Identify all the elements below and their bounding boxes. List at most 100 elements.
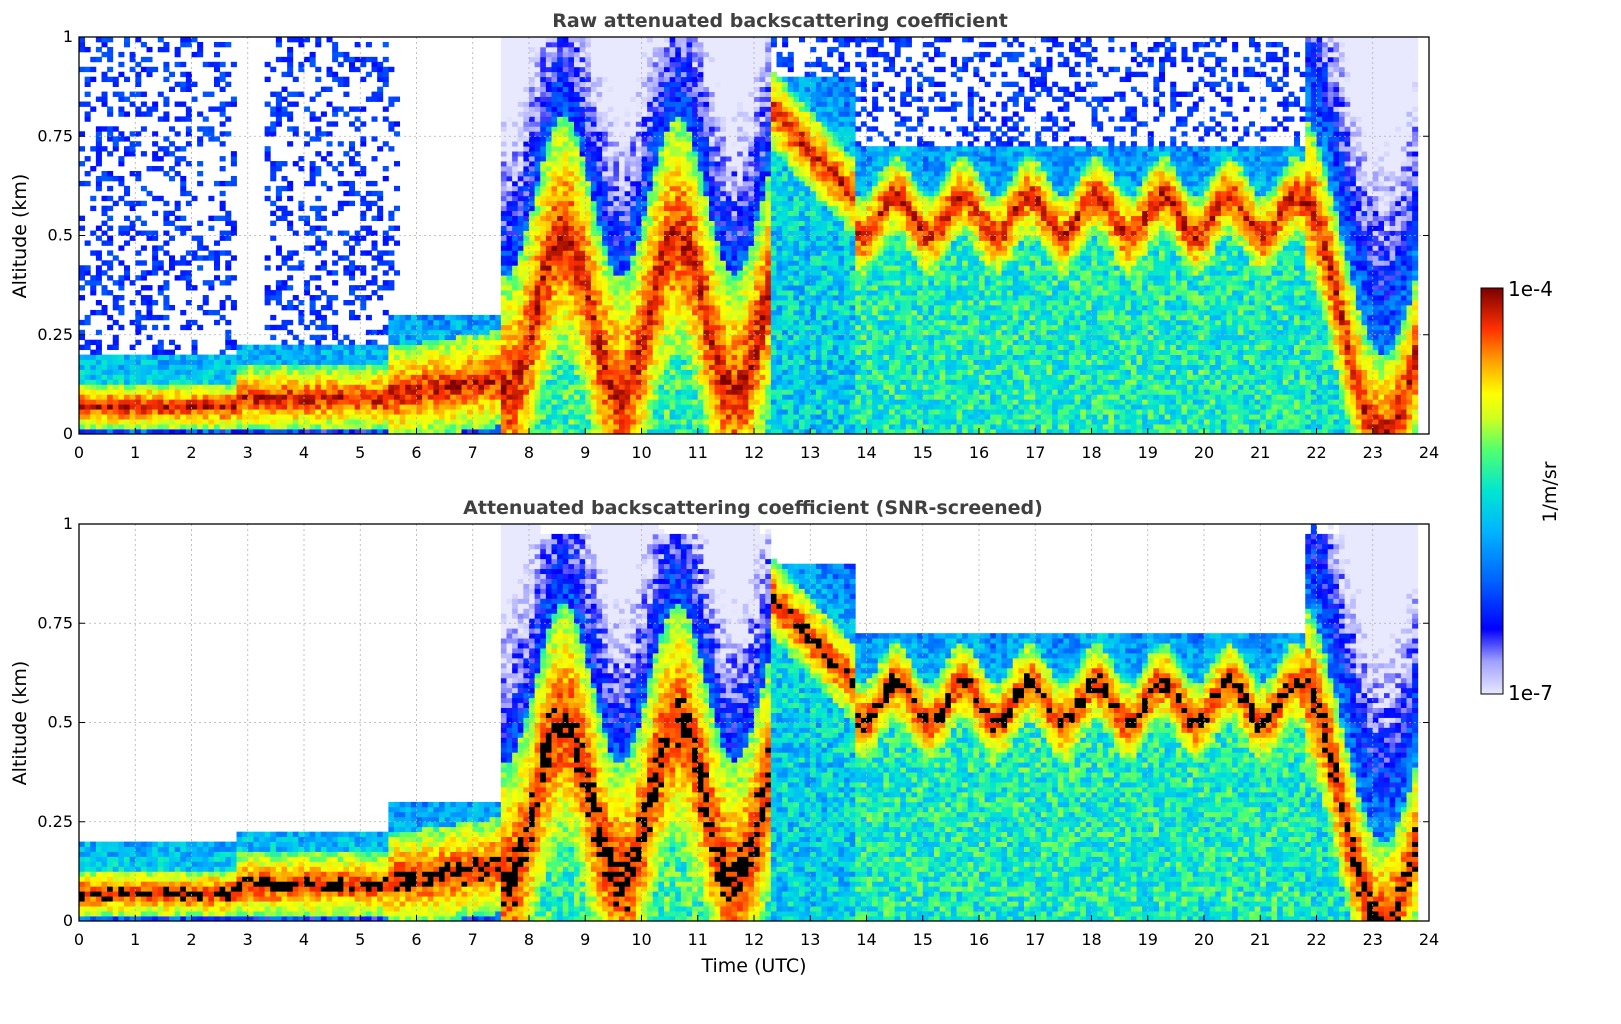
heatmap-cell: [237, 355, 243, 360]
heatmap-cell: [175, 394, 181, 399]
heatmap-cell: [96, 399, 102, 404]
heatmap-cell: [141, 300, 147, 305]
heatmap-cell: [186, 260, 192, 265]
heatmap-cell: [158, 116, 164, 121]
heatmap-cell: [197, 360, 203, 365]
heatmap-cell: [225, 250, 231, 255]
heatmap-cell: [158, 369, 164, 374]
heatmap-cell: [107, 360, 113, 365]
heatmap-cell: [113, 365, 119, 370]
heatmap-cell: [237, 419, 243, 424]
heatmap-cell: [90, 414, 96, 419]
heatmap-cell: [113, 399, 119, 404]
heatmap-cell: [85, 171, 91, 176]
heatmap-cell: [180, 255, 186, 260]
heatmap-cell: [197, 424, 203, 429]
heatmap-cell: [79, 265, 85, 270]
heatmap-cell: [79, 369, 85, 374]
heatmap-cell: [186, 141, 192, 146]
heatmap-cell: [186, 394, 192, 399]
heatmap-cell: [135, 141, 141, 146]
heatmap-cell: [118, 360, 124, 365]
heatmap-cell: [163, 151, 169, 156]
heatmap-cell: [208, 394, 214, 399]
heatmap-cell: [208, 62, 214, 67]
heatmap-cell: [90, 77, 96, 82]
heatmap-cell: [118, 62, 124, 67]
heatmap-cell: [141, 67, 147, 72]
heatmap-cell: [197, 409, 203, 414]
heatmap-cell: [163, 409, 169, 414]
heatmap-cell: [197, 181, 203, 186]
heatmap-cell: [158, 166, 164, 171]
heatmap-cell: [141, 355, 147, 360]
heatmap-cell: [85, 320, 91, 325]
heatmap-cell: [186, 399, 192, 404]
heatmap-cell: [118, 245, 124, 250]
heatmap-cell: [163, 424, 169, 429]
heatmap-cell: [220, 131, 226, 136]
heatmap-cell: [107, 52, 113, 57]
heatmap-cell: [180, 87, 186, 92]
heatmap-cell: [186, 72, 192, 77]
heatmap-cell: [107, 379, 113, 384]
heatmap-cell: [79, 161, 85, 166]
panel-raw-title: Raw attenuated backscattering coefficien…: [552, 10, 1008, 32]
heatmap-cell: [118, 181, 124, 186]
heatmap-cell: [152, 419, 158, 424]
heatmap-cell: [180, 82, 186, 87]
heatmap-cell: [248, 360, 254, 365]
heatmap-cell: [237, 369, 243, 374]
heatmap-cell: [259, 365, 265, 370]
heatmap-cell: [124, 136, 130, 141]
heatmap-cell: [124, 226, 130, 231]
heatmap-cell: [90, 399, 96, 404]
heatmap-cell: [79, 285, 85, 290]
heatmap-cell: [107, 240, 113, 245]
heatmap-cell: [96, 374, 102, 379]
heatmap-cell: [96, 379, 102, 384]
heatmap-cell: [90, 146, 96, 151]
heatmap-cell: [214, 365, 220, 370]
heatmap-cell: [225, 399, 231, 404]
heatmap-cell: [113, 340, 119, 345]
heatmap-cell: [208, 255, 214, 260]
heatmap-cell: [141, 424, 147, 429]
heatmap-cell: [147, 47, 153, 52]
heatmap-cell: [124, 146, 130, 151]
heatmap-cell: [186, 201, 192, 206]
heatmap-cell: [96, 414, 102, 419]
heatmap-cell: [180, 275, 186, 280]
heatmap-cell: [118, 176, 124, 181]
heatmap-cell: [163, 295, 169, 300]
heatmap-cell: [265, 345, 271, 350]
heatmap-cell: [118, 275, 124, 280]
heatmap-cell: [169, 374, 175, 379]
heatmap-cell: [225, 295, 231, 300]
heatmap-cell: [118, 280, 124, 285]
heatmap-cell: [102, 419, 108, 424]
heatmap-cell: [107, 414, 113, 419]
heatmap-cell: [220, 111, 226, 116]
heatmap-cell: [141, 92, 147, 97]
heatmap-cell: [135, 92, 141, 97]
heatmap-cell: [231, 424, 237, 429]
heatmap-cell: [135, 315, 141, 320]
heatmap-cell: [214, 424, 220, 429]
heatmap-cell: [107, 394, 113, 399]
heatmap-cell: [102, 126, 108, 131]
heatmap-cell: [96, 340, 102, 345]
heatmap-cell: [197, 305, 203, 310]
heatmap-cell: [96, 310, 102, 315]
heatmap-cell: [163, 211, 169, 216]
heatmap-cell: [135, 171, 141, 176]
heatmap-cell: [220, 374, 226, 379]
heatmap-cell: [79, 374, 85, 379]
heatmap-cell: [147, 300, 153, 305]
heatmap-cell: [192, 236, 198, 241]
heatmap-cell: [96, 226, 102, 231]
heatmap-cell: [175, 131, 181, 136]
heatmap-cell: [192, 399, 198, 404]
heatmap-cell: [96, 141, 102, 146]
heatmap-cell: [113, 384, 119, 389]
